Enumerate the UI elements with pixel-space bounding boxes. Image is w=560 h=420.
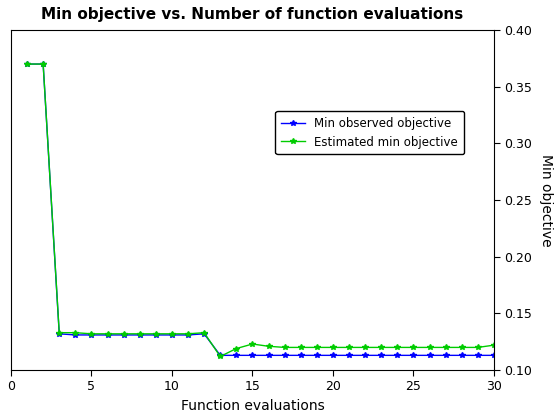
Min observed objective xyxy=(201,331,208,336)
Estimated min objective xyxy=(185,331,192,336)
Min observed objective xyxy=(426,353,433,358)
Min observed objective xyxy=(265,353,272,358)
Min observed objective xyxy=(314,353,320,358)
Min observed objective xyxy=(394,353,401,358)
X-axis label: Function evaluations: Function evaluations xyxy=(180,399,324,413)
Estimated min objective xyxy=(474,345,481,350)
Min observed objective xyxy=(491,353,497,358)
Estimated min objective xyxy=(201,330,208,335)
Min observed objective xyxy=(152,332,159,337)
Estimated min objective xyxy=(426,345,433,350)
Estimated min objective xyxy=(314,345,320,350)
Estimated min objective xyxy=(169,331,175,336)
Min observed objective xyxy=(88,332,95,337)
Min observed objective xyxy=(346,353,352,358)
Min observed objective xyxy=(297,353,304,358)
Legend: Min observed objective, Estimated min objective: Min observed objective, Estimated min ob… xyxy=(276,111,464,155)
Min observed objective xyxy=(56,331,63,336)
Estimated min objective xyxy=(104,331,111,336)
Min observed objective xyxy=(72,332,79,337)
Min observed objective xyxy=(185,332,192,337)
Estimated min objective xyxy=(297,345,304,350)
Min observed objective xyxy=(330,353,337,358)
Estimated min objective xyxy=(72,330,79,335)
Line: Estimated min objective: Estimated min objective xyxy=(24,61,497,359)
Estimated min objective xyxy=(378,345,385,350)
Title: Min objective vs. Number of function evaluations: Min objective vs. Number of function eva… xyxy=(41,7,464,22)
Estimated min objective xyxy=(56,330,63,335)
Estimated min objective xyxy=(24,62,30,67)
Min observed objective xyxy=(120,332,127,337)
Line: Min observed objective: Min observed objective xyxy=(24,61,497,358)
Min observed objective xyxy=(137,332,143,337)
Min observed objective xyxy=(410,353,417,358)
Estimated min objective xyxy=(217,354,223,359)
Min observed objective xyxy=(217,353,223,358)
Estimated min objective xyxy=(346,345,352,350)
Min observed objective xyxy=(169,332,175,337)
Min observed objective xyxy=(378,353,385,358)
Estimated min objective xyxy=(394,345,401,350)
Min observed objective xyxy=(459,353,465,358)
Estimated min objective xyxy=(233,346,240,351)
Estimated min objective xyxy=(265,344,272,349)
Estimated min objective xyxy=(459,345,465,350)
Min observed objective xyxy=(104,332,111,337)
Estimated min objective xyxy=(410,345,417,350)
Y-axis label: Min objective: Min objective xyxy=(539,154,553,247)
Min observed objective xyxy=(362,353,368,358)
Estimated min objective xyxy=(281,345,288,350)
Min observed objective xyxy=(249,353,256,358)
Estimated min objective xyxy=(152,331,159,336)
Min observed objective xyxy=(40,62,46,67)
Estimated min objective xyxy=(88,331,95,336)
Min observed objective xyxy=(233,353,240,358)
Estimated min objective xyxy=(362,345,368,350)
Min observed objective xyxy=(442,353,449,358)
Estimated min objective xyxy=(330,345,337,350)
Estimated min objective xyxy=(40,62,46,67)
Estimated min objective xyxy=(249,341,256,346)
Min observed objective xyxy=(281,353,288,358)
Estimated min objective xyxy=(120,331,127,336)
Min observed objective xyxy=(474,353,481,358)
Estimated min objective xyxy=(442,345,449,350)
Estimated min objective xyxy=(137,331,143,336)
Estimated min objective xyxy=(491,343,497,348)
Min observed objective xyxy=(24,62,30,67)
